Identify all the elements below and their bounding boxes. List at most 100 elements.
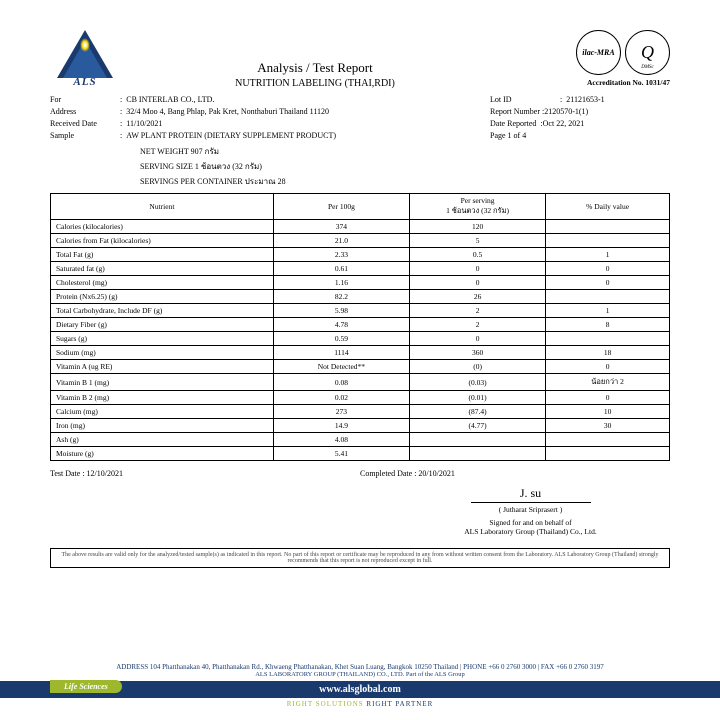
table-row: Total Fat (g)2.330.51 xyxy=(51,248,670,262)
cell: 82.2 xyxy=(273,290,409,304)
cell: น้อยกว่า 2 xyxy=(546,374,670,391)
cell: Calories (kilocalories) xyxy=(51,220,274,234)
cell: 0 xyxy=(546,360,670,374)
cell: 18 xyxy=(546,346,670,360)
cell: Moisture (g) xyxy=(51,447,274,461)
cell: Cholesterol (mg) xyxy=(51,276,274,290)
th-nutrient: Nutrient xyxy=(51,194,274,220)
accreditation-number: Accreditation No. 1031/47 xyxy=(510,78,670,87)
page-value: Page 1 of 4 xyxy=(490,131,526,141)
for-value: CB INTERLAB CO., LTD. xyxy=(126,95,214,105)
footer: ADDRESS 104 Phatthanakan 40, Phatthanaka… xyxy=(0,663,720,708)
cell: Saturated fat (g) xyxy=(51,262,274,276)
table-row: Protein (Nx6.25) (g)82.226 xyxy=(51,290,670,304)
reportnum-label: Report Number : xyxy=(490,107,544,117)
table-row: Iron (mg)14.9(4.77)30 xyxy=(51,419,670,433)
cell: Protein (Nx6.25) (g) xyxy=(51,290,274,304)
cell xyxy=(546,447,670,461)
cell: 1 xyxy=(546,304,670,318)
footer-url: www.alsglobal.com xyxy=(319,684,401,695)
table-row: Ash (g)4.08 xyxy=(51,433,670,447)
cell: 2 xyxy=(410,318,546,332)
cell: 0.08 xyxy=(273,374,409,391)
cell: 0.59 xyxy=(273,332,409,346)
cell: 10 xyxy=(546,405,670,419)
table-row: Vitamin A (ug RE)Not Detected**(0)0 xyxy=(51,360,670,374)
signature-script: J. su xyxy=(471,486,591,503)
report-subtitle: NUTRITION LABELING (THAI,RDI) xyxy=(120,78,510,89)
cell: Not Detected** xyxy=(273,360,409,374)
reportnum-value: 2120570-1(1) xyxy=(544,107,588,117)
footer-bar: Life Sciences www.alsglobal.com xyxy=(0,681,720,698)
cell: Dietary Fiber (g) xyxy=(51,318,274,332)
received-value: 11/10/2021 xyxy=(126,119,162,129)
cell: 8 xyxy=(546,318,670,332)
net-weight: NET WEIGHT 907 กรัม xyxy=(140,145,670,158)
cell: 0.61 xyxy=(273,262,409,276)
cell: 0.5 xyxy=(410,248,546,262)
cell: 2.33 xyxy=(273,248,409,262)
cell: Iron (mg) xyxy=(51,419,274,433)
cell: 1 xyxy=(546,248,670,262)
signatory-name: ( Jutharat Sriprasert ) xyxy=(391,505,670,514)
table-row: Calcium (mg)273(87.4)10 xyxy=(51,405,670,419)
cell: (0.03) xyxy=(410,374,546,391)
table-row: Vitamin B 1 (mg)0.08(0.03)น้อยกว่า 2 xyxy=(51,374,670,391)
cell xyxy=(410,433,546,447)
footer-tagline: RIGHT SOLUTIONS RIGHT PARTNER xyxy=(0,700,720,708)
accreditation-block: ilac-MRA Q Accreditation No. 1031/47 xyxy=(510,30,670,87)
cell: (4.77) xyxy=(410,419,546,433)
address-value: 32/4 Moo 4, Bang Phlap, Pak Kret, Nontha… xyxy=(126,107,329,117)
signed-for: Signed for and on behalf of xyxy=(391,518,670,527)
cell: (87.4) xyxy=(410,405,546,419)
cell: 0 xyxy=(546,276,670,290)
cell: 26 xyxy=(410,290,546,304)
serving-size: SERVING SIZE 1 ช้อนตวง (32 กรัม) xyxy=(140,160,670,173)
test-date: Test Date : 12/10/2021 xyxy=(50,469,360,478)
cell: 0 xyxy=(546,262,670,276)
cell: 2 xyxy=(410,304,546,318)
servings-per-container: SERVINGS PER CONTAINER ประมาณ 28 xyxy=(140,175,670,188)
cell xyxy=(546,433,670,447)
cell: 0 xyxy=(410,332,546,346)
th-perserving: Per serving1 ช้อนตวง (32 กรัม) xyxy=(410,194,546,220)
cell: 374 xyxy=(273,220,409,234)
cell: 14.9 xyxy=(273,419,409,433)
datereported-value: Oct 22, 2021 xyxy=(543,119,585,129)
cell: Sugars (g) xyxy=(51,332,274,346)
th-daily: % Daily value xyxy=(546,194,670,220)
cell: 0.02 xyxy=(273,391,409,405)
table-row: Sugars (g)0.590 xyxy=(51,332,670,346)
cell: 4.78 xyxy=(273,318,409,332)
sample-label: Sample xyxy=(50,131,120,141)
lotid-label: Lot ID xyxy=(490,95,560,105)
table-row: Dietary Fiber (g)4.7828 xyxy=(51,318,670,332)
life-sciences-tag: Life Sciences xyxy=(50,680,122,693)
cell: 1114 xyxy=(273,346,409,360)
cell xyxy=(546,234,670,248)
cell: Total Fat (g) xyxy=(51,248,274,262)
quality-seal-icon: Q xyxy=(625,30,670,75)
cell: 21.0 xyxy=(273,234,409,248)
disclaimer: The above results are valid only for the… xyxy=(50,548,670,568)
footer-address: ADDRESS 104 Phatthanakan 40, Phatthanaka… xyxy=(0,663,720,671)
cell: 5 xyxy=(410,234,546,248)
table-row: Calories from Fat (kilocalories)21.05 xyxy=(51,234,670,248)
ilac-seal-icon: ilac-MRA xyxy=(576,30,621,75)
cell: 5.41 xyxy=(273,447,409,461)
cell xyxy=(546,220,670,234)
table-row: Total Carbohydrate, Include DF (g)5.9821 xyxy=(51,304,670,318)
received-label: Received Date xyxy=(50,119,120,129)
completed-date: Completed Date : 20/10/2021 xyxy=(360,469,670,478)
table-row: Sodium (mg)111436018 xyxy=(51,346,670,360)
cell: (0.01) xyxy=(410,391,546,405)
for-label: For xyxy=(50,95,120,105)
cell: 0 xyxy=(546,391,670,405)
cell: Calcium (mg) xyxy=(51,405,274,419)
cell: 273 xyxy=(273,405,409,419)
footer-sub: ALS LABORATORY GROUP (THAILAND) CO., LTD… xyxy=(0,671,720,678)
lotid-value: 21121653-1 xyxy=(566,95,604,105)
cell xyxy=(546,332,670,346)
cell: (0) xyxy=(410,360,546,374)
cell: Vitamin B 2 (mg) xyxy=(51,391,274,405)
